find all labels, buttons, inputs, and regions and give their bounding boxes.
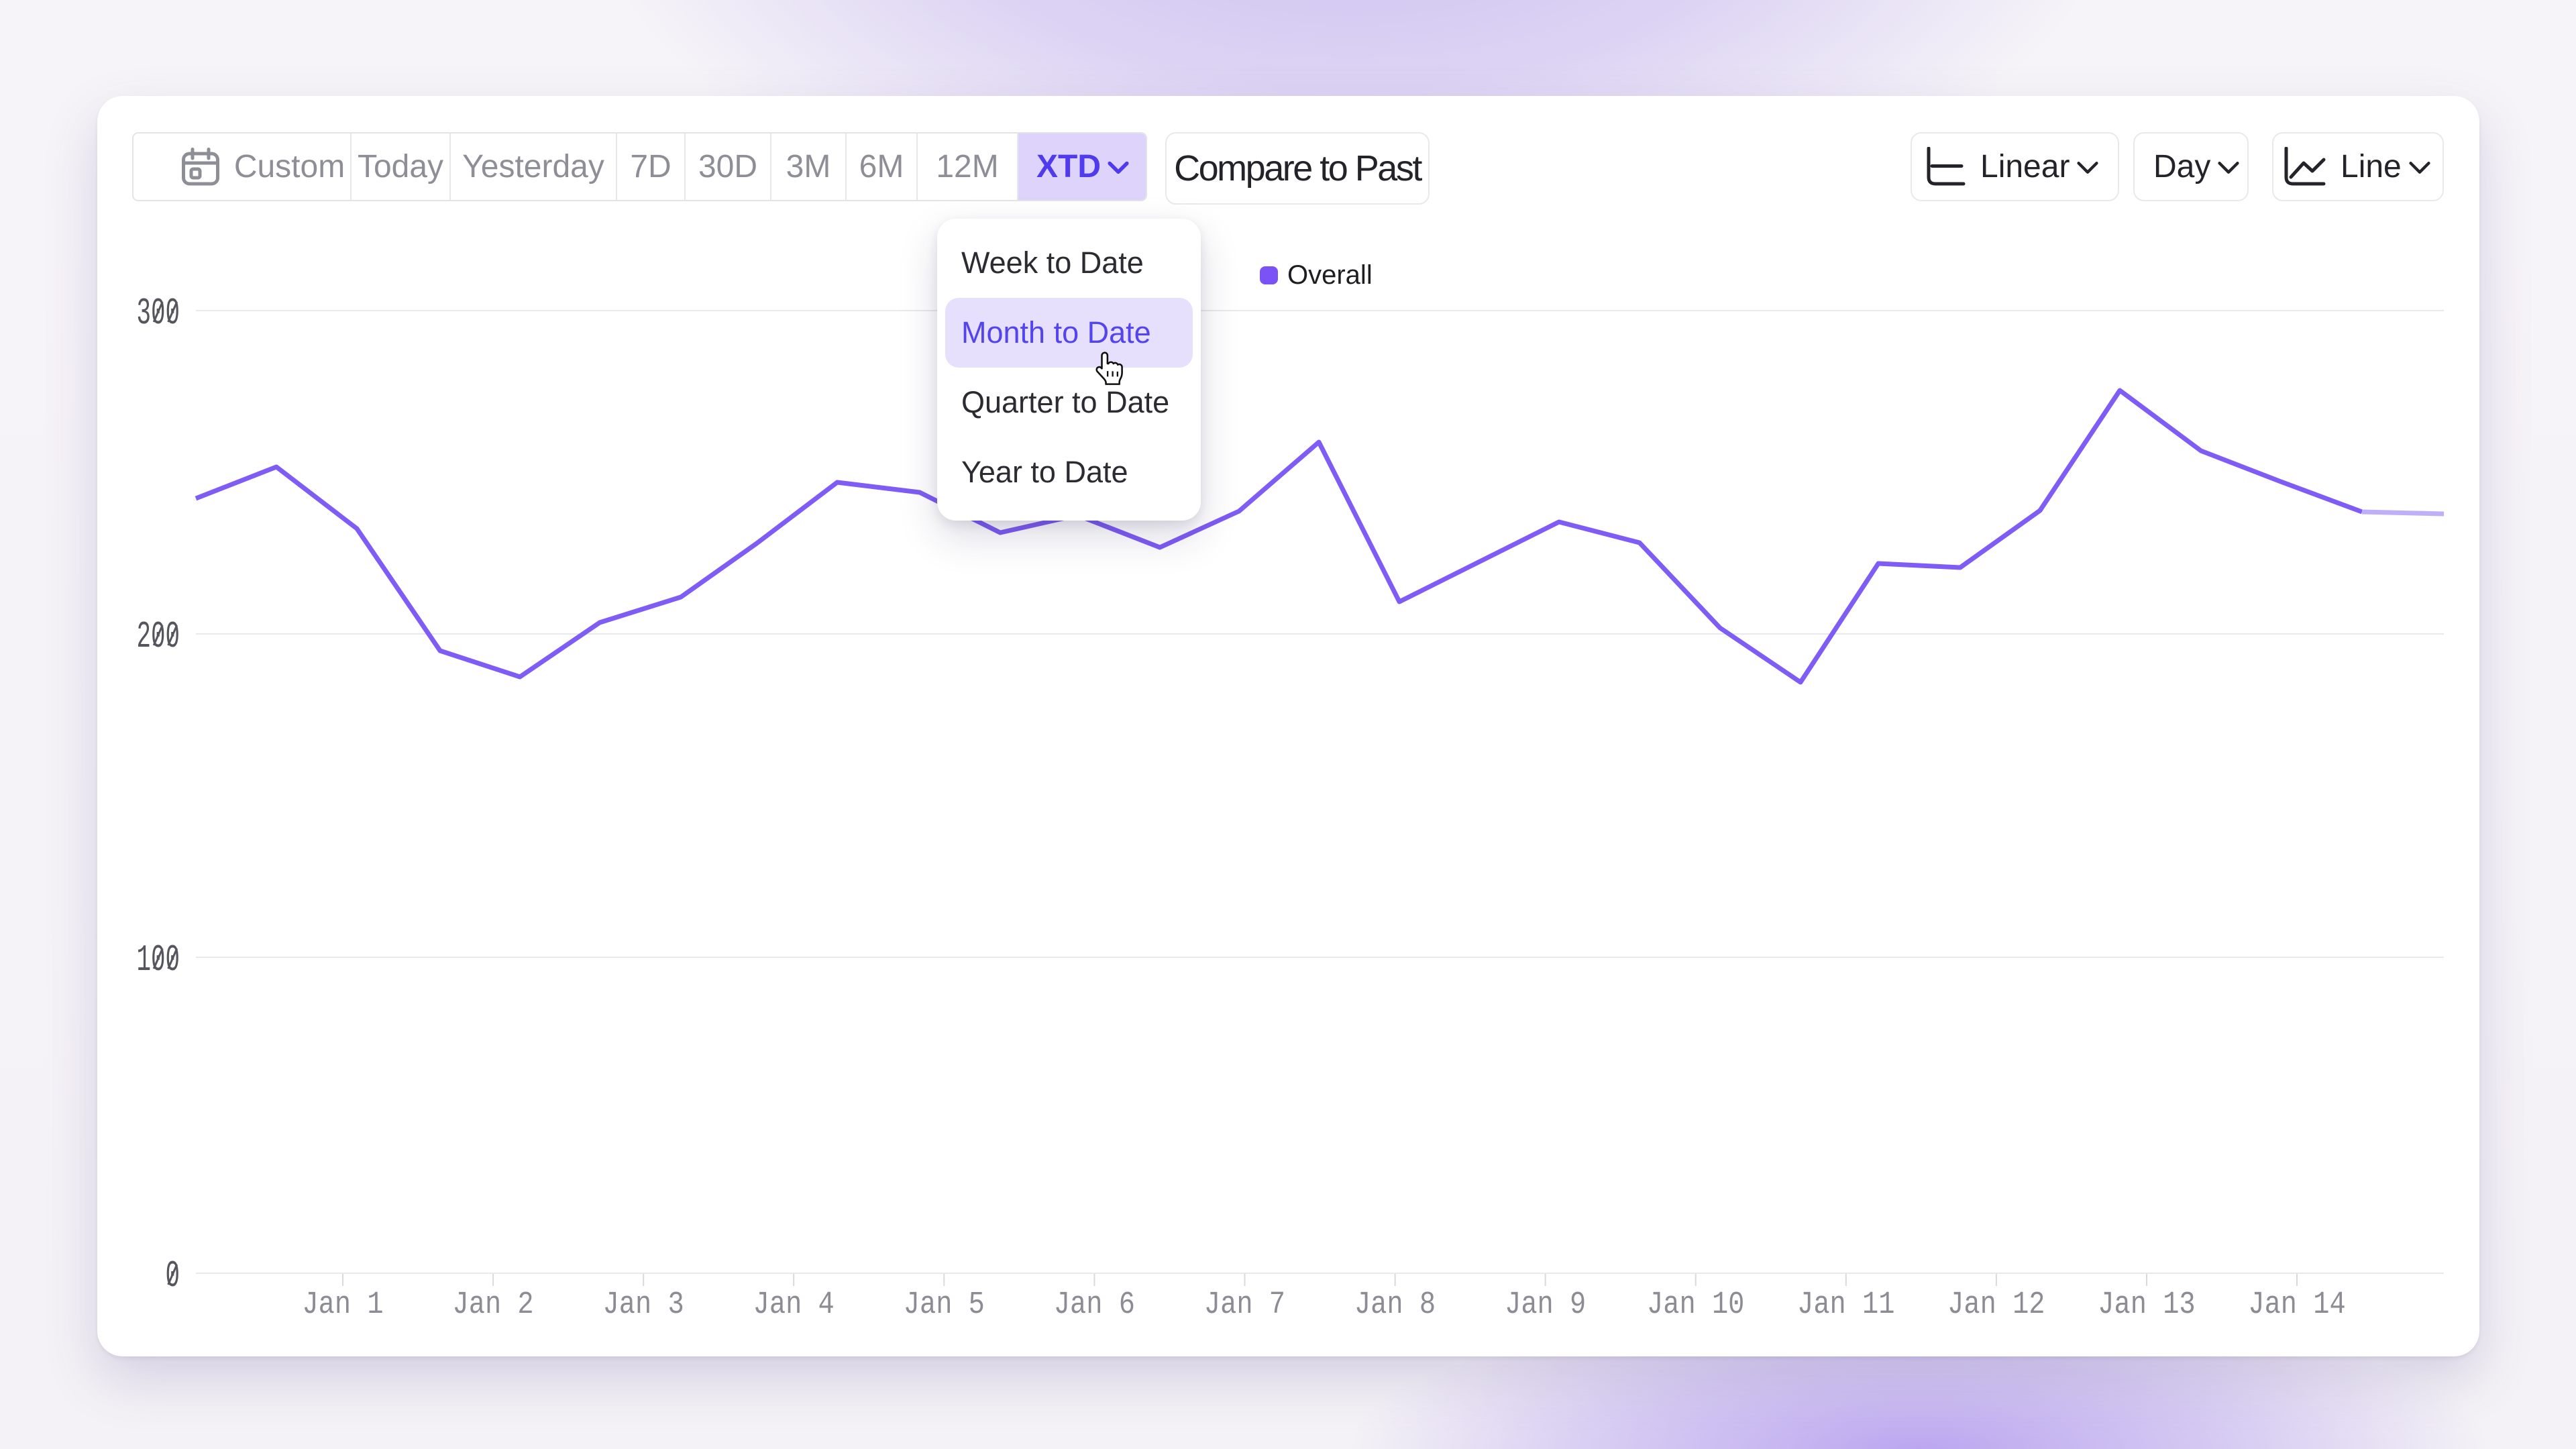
svg-text:Jan 14: Jan 14	[2248, 1287, 2345, 1323]
svg-text:Jan 10: Jan 10	[1647, 1287, 1744, 1323]
svg-text:Jan 3: Jan 3	[603, 1287, 684, 1323]
svg-text:Jan 2: Jan 2	[453, 1287, 534, 1323]
svg-text:Jan 5: Jan 5	[904, 1287, 985, 1323]
svg-text:Jan 4: Jan 4	[753, 1287, 835, 1323]
svg-text:Jan 13: Jan 13	[2098, 1287, 2195, 1323]
svg-text:Jan 7: Jan 7	[1204, 1287, 1285, 1323]
svg-text:Jan 1: Jan 1	[302, 1287, 383, 1323]
svg-text:Jan 12: Jan 12	[1947, 1287, 2045, 1323]
svg-text:Jan 8: Jan 8	[1354, 1287, 1436, 1323]
svg-text:Jan 11: Jan 11	[1797, 1287, 1894, 1323]
svg-text:Jan 9: Jan 9	[1505, 1287, 1586, 1323]
svg-text:Jan 6: Jan 6	[1054, 1287, 1135, 1323]
